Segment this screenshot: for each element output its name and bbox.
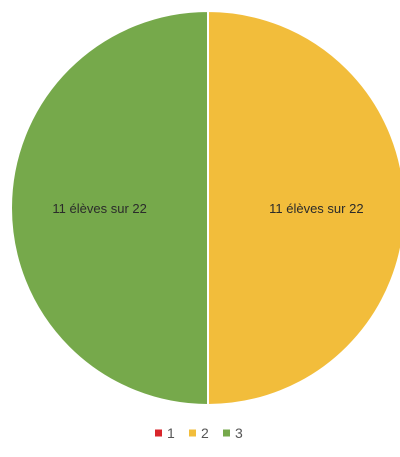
legend-swatch-2	[189, 429, 196, 437]
legend-label-2: 2	[201, 425, 209, 441]
slice-label-2: 11 élèves sur 22	[269, 201, 363, 216]
pie-slice-2	[207, 9, 400, 407]
legend-swatch-3	[223, 429, 230, 437]
legend: 1 2 3	[155, 425, 243, 441]
slice-label-3: 11 élèves sur 22	[52, 201, 146, 216]
pie-slice-3	[10, 9, 209, 407]
pie-slices	[10, 9, 400, 407]
legend-label-3: 3	[235, 425, 243, 441]
slice-labels: 11 élèves sur 22 11 élèves sur 22	[52, 201, 363, 216]
legend-label-1: 1	[167, 425, 175, 441]
legend-swatch-1	[155, 429, 162, 437]
